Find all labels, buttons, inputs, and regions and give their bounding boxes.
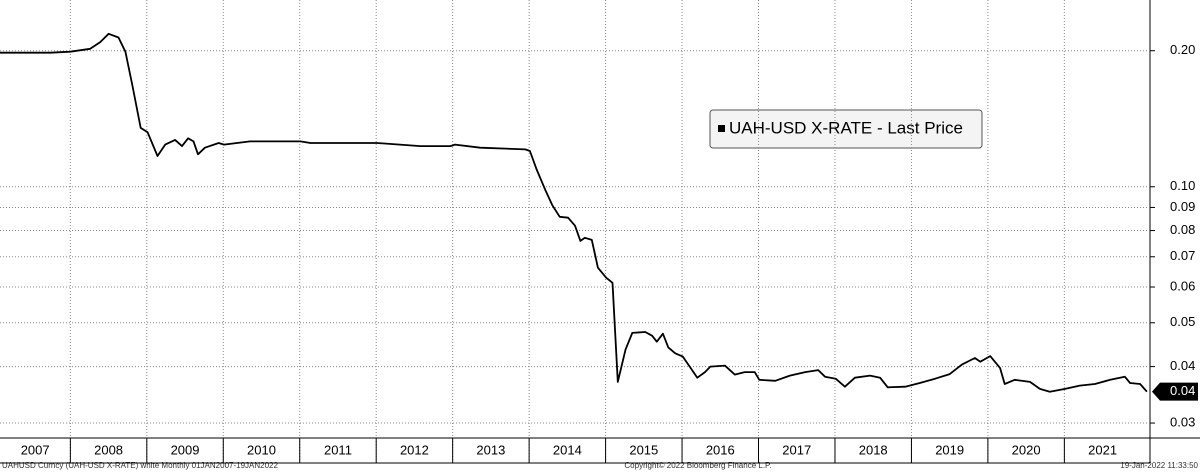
y-tick-label: 0.07 <box>1170 248 1195 263</box>
x-tick-label: 2015 <box>629 442 658 457</box>
x-tick-label: 2007 <box>21 442 50 457</box>
y-tick-label: 0.03 <box>1170 414 1195 429</box>
x-tick-label: 2010 <box>247 442 276 457</box>
x-tick-label: 2009 <box>171 442 200 457</box>
footer-timestamp: 19-Jan-2022 11:33:50 <box>1120 461 1198 470</box>
x-tick-label: 2016 <box>706 442 735 457</box>
last-price-label: 0.04 <box>1170 383 1195 398</box>
x-tick-label: 2014 <box>553 442 582 457</box>
y-tick-label: 0.05 <box>1170 314 1195 329</box>
x-tick-label: 2012 <box>400 442 429 457</box>
y-tick-label: 0.08 <box>1170 222 1195 237</box>
legend-swatch <box>718 125 725 132</box>
y-tick-label: 0.10 <box>1170 178 1195 193</box>
price-line <box>0 32 1148 393</box>
y-tick-label: 0.20 <box>1170 42 1195 57</box>
last-price-tag <box>1152 382 1198 401</box>
y-tick-label: 0.06 <box>1170 278 1195 293</box>
x-tick-label: 2013 <box>476 442 505 457</box>
y-tick-label: 0.09 <box>1170 199 1195 214</box>
footer-source: UAHUSD Curncy (UAH-USD X-RATE) white Mon… <box>2 461 278 470</box>
footer-copyright: Copyright© 2022 Bloomberg Finance L.P. <box>624 461 771 470</box>
x-tick-label: 2011 <box>324 442 352 457</box>
x-tick-label: 2021 <box>1088 442 1117 457</box>
x-tick-label: 2008 <box>94 442 123 457</box>
x-tick-label: 2020 <box>1012 442 1041 457</box>
x-tick-label: 2018 <box>859 442 888 457</box>
x-tick-label: 2017 <box>782 442 811 457</box>
y-tick-label: 0.04 <box>1170 358 1195 373</box>
legend-label: UAH-USD X-RATE - Last Price <box>729 118 963 137</box>
x-tick-label: 2019 <box>935 442 964 457</box>
legend-box <box>709 109 983 149</box>
